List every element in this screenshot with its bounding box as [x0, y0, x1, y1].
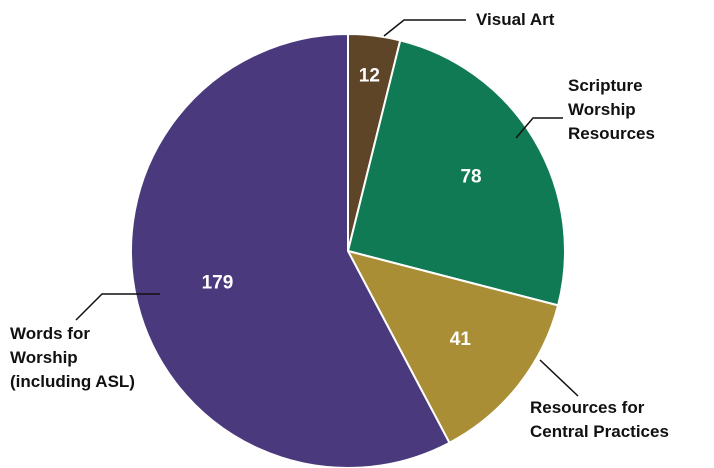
- leader-line: [384, 20, 466, 36]
- value-label: 12: [359, 66, 380, 87]
- category-label: Scripture Worship Resources: [568, 74, 655, 146]
- value-label: 179: [202, 272, 234, 293]
- category-label: Words for Worship (including ASL): [10, 322, 135, 394]
- category-label: Visual Art: [476, 8, 554, 32]
- chart: 12 78 41 179 Visual Art Scripture Worship Re…: [0, 0, 714, 468]
- value-label: 41: [450, 329, 472, 350]
- value-label: 78: [460, 167, 481, 188]
- category-label: Resources for Central Practices: [530, 396, 669, 444]
- leader-line: [540, 360, 578, 396]
